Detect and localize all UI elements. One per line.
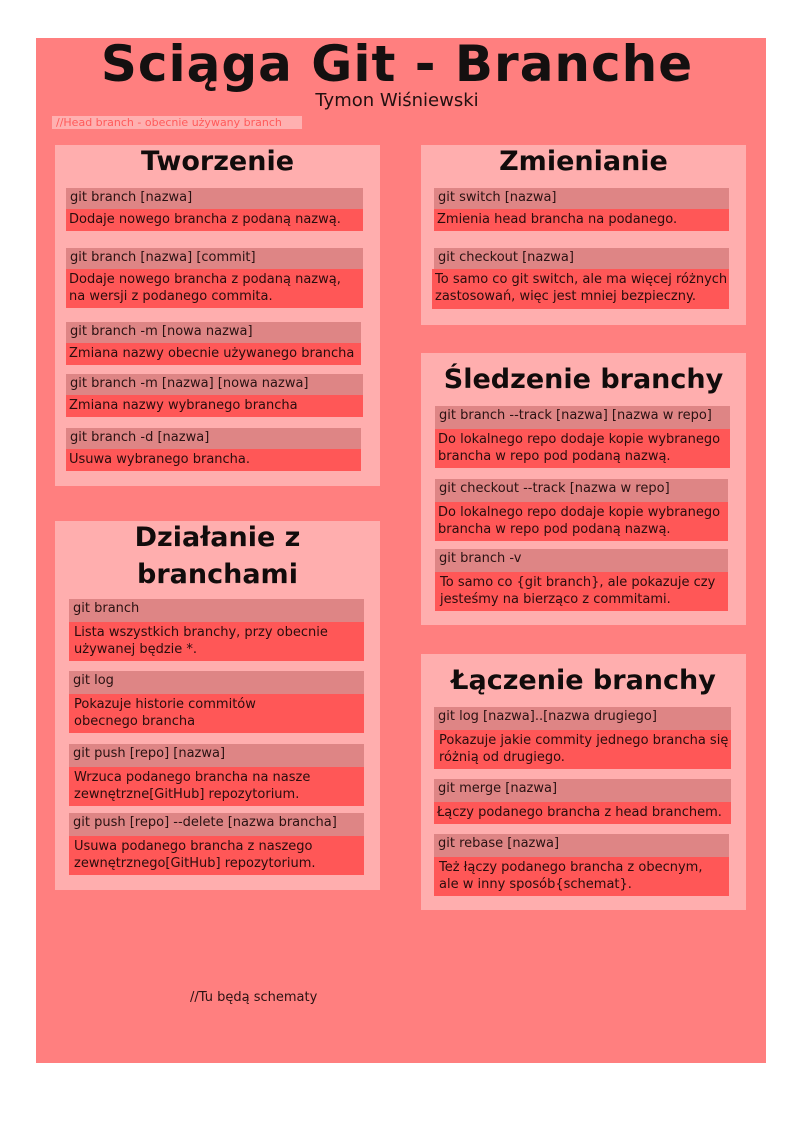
author-name: Tymon Wiśniewski: [315, 90, 479, 111]
command-label: git branch -v: [435, 549, 728, 572]
section-tworzenie: Tworzenie git branch [nazwa] Dodaje nowe…: [55, 145, 380, 486]
command-description: To samo co git switch, ale ma więcej róż…: [432, 269, 729, 309]
command-description: Zmienia head brancha na podanego.: [434, 209, 729, 231]
section-title: Działanie z branchami: [134, 522, 301, 590]
command-label: git branch [nazwa] [commit]: [66, 248, 363, 269]
section-title: Tworzenie: [140, 146, 295, 177]
command-label: git push [repo] --delete [nazwa brancha]: [69, 813, 364, 836]
command-description: Do lokalnego repo dodaje kopie wybranego…: [435, 429, 730, 468]
command-description: Zmiana nazwy obecnie używanego brancha: [66, 343, 361, 365]
command-description: Zmiana nazwy wybranego brancha: [66, 395, 363, 417]
command-label: git branch -d [nazwa]: [66, 428, 361, 449]
command-label: git switch [nazwa]: [434, 188, 729, 209]
section-title: Śledzenie branchy: [443, 364, 724, 395]
command-description: Lista wszystkich branchy, przy obecnie u…: [69, 622, 364, 661]
command-description: Pokazuje historie commitów obecnego bran…: [69, 694, 364, 733]
command-label: git merge [nazwa]: [434, 779, 731, 802]
command-label: git checkout [nazwa]: [434, 248, 729, 269]
command-label: git log: [69, 671, 364, 694]
command-label: git branch --track [nazwa] [nazwa w repo…: [435, 406, 730, 429]
command-label: git log [nazwa]..[nazwa drugiego]: [434, 707, 731, 730]
command-description: Pokazuje jakie commity jednego brancha s…: [434, 730, 731, 769]
section-dzialanie: Działanie z branchami git branch Lista w…: [55, 521, 380, 890]
command-description: Łączy podanego brancha z head branchem.: [434, 802, 731, 824]
head-branch-note: //Head branch - obecnie używany branch: [52, 116, 302, 129]
page-title: Sciąga Git - Branche: [100, 35, 694, 93]
section-sledzenie: Śledzenie branchy git branch --track [na…: [421, 353, 746, 625]
command-description: Do lokalnego repo dodaje kopie wybranego…: [435, 502, 728, 541]
command-description: Też łączy podanego brancha z obecnym, al…: [434, 857, 729, 896]
command-description: Wrzuca podanego brancha na nasze zewnętr…: [69, 767, 364, 806]
section-laczenie: Łączenie branchy git log [nazwa]..[nazwa…: [421, 654, 746, 910]
command-description: Dodaje nowego brancha z podaną nazwą.: [66, 209, 363, 231]
command-label: git checkout --track [nazwa w repo]: [435, 479, 728, 502]
command-description: To samo co {git branch}, ale pokazuje cz…: [435, 572, 728, 611]
section-title: Zmienianie: [499, 146, 668, 177]
command-description: Dodaje nowego brancha z podaną nazwą, na…: [66, 269, 363, 308]
command-label: git rebase [nazwa]: [434, 834, 729, 857]
section-title: Łączenie branchy: [451, 665, 716, 696]
command-description: Usuwa podanego brancha z naszego zewnętr…: [69, 836, 364, 875]
schemas-placeholder-note: //Tu będą schematy: [190, 990, 318, 1005]
command-label: git branch: [69, 599, 364, 622]
command-label: git push [repo] [nazwa]: [69, 744, 364, 767]
command-label: git branch -m [nowa nazwa]: [66, 322, 361, 343]
section-zmienianie: Zmienianie git switch [nazwa] Zmienia he…: [421, 145, 746, 325]
command-label: git branch -m [nazwa] [nowa nazwa]: [66, 374, 363, 395]
command-description: Usuwa wybranego brancha.: [66, 449, 361, 471]
command-label: git branch [nazwa]: [66, 188, 363, 209]
